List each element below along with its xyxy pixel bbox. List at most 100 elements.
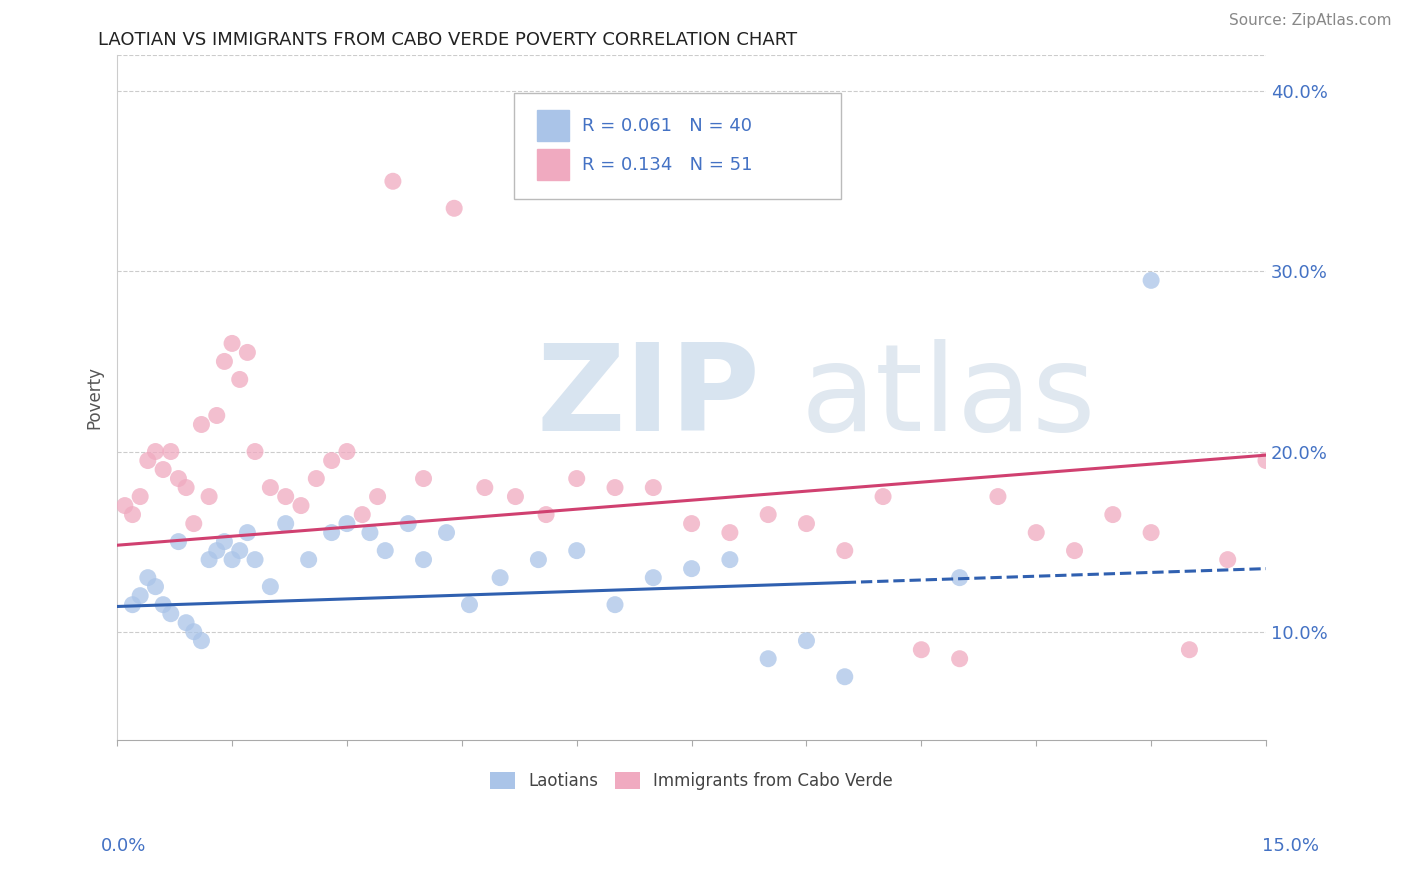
Point	[474, 481, 496, 495]
Bar	[537, 111, 568, 141]
Point	[756, 651, 779, 665]
Point	[756, 508, 779, 522]
Point	[321, 525, 343, 540]
Point	[243, 444, 266, 458]
Point	[152, 598, 174, 612]
Point	[274, 490, 297, 504]
Point	[136, 571, 159, 585]
Point	[121, 508, 143, 522]
Text: 0.0%: 0.0%	[101, 837, 146, 855]
Point	[214, 534, 236, 549]
Point	[236, 525, 259, 540]
Point	[872, 490, 894, 504]
Point	[198, 552, 221, 566]
Point	[243, 552, 266, 566]
Point	[236, 345, 259, 359]
Point	[1254, 453, 1277, 467]
Point	[1178, 642, 1201, 657]
Point	[412, 471, 434, 485]
Point	[443, 202, 465, 216]
Point	[505, 490, 527, 504]
Point	[643, 571, 665, 585]
Point	[205, 409, 228, 423]
Text: Source: ZipAtlas.com: Source: ZipAtlas.com	[1229, 13, 1392, 29]
Point	[718, 552, 741, 566]
Point	[229, 543, 252, 558]
Point	[114, 499, 136, 513]
Point	[396, 516, 419, 531]
Point	[298, 552, 321, 566]
Point	[174, 615, 197, 630]
Point	[565, 471, 588, 485]
Point	[336, 444, 359, 458]
Text: 15.0%: 15.0%	[1261, 837, 1319, 855]
Point	[834, 543, 856, 558]
Point	[214, 354, 236, 368]
Point	[1140, 273, 1163, 287]
Point	[910, 642, 932, 657]
Point	[305, 471, 328, 485]
Point	[796, 633, 818, 648]
Point	[374, 543, 396, 558]
Point	[643, 481, 665, 495]
Point	[527, 552, 550, 566]
Point	[167, 534, 190, 549]
Point	[1101, 508, 1123, 522]
Point	[681, 561, 703, 575]
Point	[949, 571, 972, 585]
Point	[681, 516, 703, 531]
Point	[381, 174, 404, 188]
Point	[436, 525, 458, 540]
Point	[259, 481, 281, 495]
Point	[174, 481, 197, 495]
Bar	[537, 149, 568, 180]
Point	[718, 525, 741, 540]
Point	[603, 598, 626, 612]
Point	[274, 516, 297, 531]
Point	[603, 481, 626, 495]
FancyBboxPatch shape	[513, 93, 841, 199]
Point	[534, 508, 557, 522]
Point	[205, 543, 228, 558]
Point	[412, 552, 434, 566]
Point	[190, 633, 212, 648]
Point	[145, 580, 167, 594]
Point	[796, 516, 818, 531]
Text: LAOTIAN VS IMMIGRANTS FROM CABO VERDE POVERTY CORRELATION CHART: LAOTIAN VS IMMIGRANTS FROM CABO VERDE PO…	[98, 31, 797, 49]
Point	[129, 589, 152, 603]
Point	[1025, 525, 1047, 540]
Point	[290, 499, 312, 513]
Point	[359, 525, 381, 540]
Point	[221, 552, 243, 566]
Point	[834, 670, 856, 684]
Point	[1063, 543, 1085, 558]
Point	[458, 598, 481, 612]
Point	[259, 580, 281, 594]
Point	[136, 453, 159, 467]
Point	[159, 444, 181, 458]
Point	[1140, 525, 1163, 540]
Point	[183, 516, 205, 531]
Point	[229, 372, 252, 386]
Point	[121, 598, 143, 612]
Y-axis label: Poverty: Poverty	[86, 366, 103, 429]
Point	[198, 490, 221, 504]
Legend: Laotians, Immigrants from Cabo Verde: Laotians, Immigrants from Cabo Verde	[484, 765, 900, 797]
Point	[565, 543, 588, 558]
Point	[167, 471, 190, 485]
Point	[145, 444, 167, 458]
Point	[352, 508, 374, 522]
Point	[1216, 552, 1239, 566]
Point	[321, 453, 343, 467]
Text: ZIP: ZIP	[537, 339, 761, 456]
Point	[129, 490, 152, 504]
Point	[159, 607, 181, 621]
Point	[949, 651, 972, 665]
Point	[336, 516, 359, 531]
Point	[367, 490, 389, 504]
Point	[489, 571, 512, 585]
Point	[183, 624, 205, 639]
Point	[190, 417, 212, 432]
Text: R = 0.134   N = 51: R = 0.134 N = 51	[582, 156, 754, 174]
Point	[987, 490, 1010, 504]
